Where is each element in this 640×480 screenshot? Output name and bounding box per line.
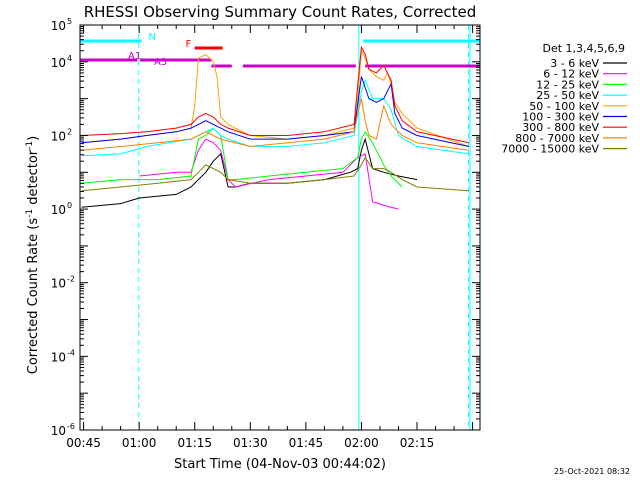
y-tick-exponent: 0 bbox=[67, 201, 72, 210]
date-stamp: 25-Oct-2021 08:32 bbox=[554, 467, 630, 476]
series-line-5 bbox=[81, 76, 470, 147]
legend-label-2: 12 - 25 keV bbox=[536, 78, 599, 91]
x-tick-label: 00:45 bbox=[66, 436, 101, 450]
y-tick-label: 10 bbox=[51, 350, 66, 364]
series-line-6 bbox=[81, 45, 470, 144]
state-label-a3: A3 bbox=[154, 57, 167, 68]
series-line-0 bbox=[81, 137, 418, 208]
y-tick-exponent: -6 bbox=[67, 422, 75, 431]
y-tick-label: 10 bbox=[51, 19, 66, 33]
x-tick-label: 01:00 bbox=[122, 436, 157, 450]
legend-label-1: 6 - 12 keV bbox=[543, 68, 599, 81]
legend-label-4: 50 - 100 keV bbox=[529, 100, 599, 113]
y-tick-exponent: 4 bbox=[67, 54, 72, 63]
y-tick-exponent: 5 bbox=[67, 17, 72, 26]
y-tick-label: 10 bbox=[51, 203, 66, 217]
plot-area: N F A1 A3 bbox=[79, 25, 480, 430]
state-label-n: N bbox=[148, 32, 155, 43]
y-tick-label: 10 bbox=[51, 129, 66, 143]
series-line-1 bbox=[139, 138, 399, 210]
y-tick-label: 10 bbox=[51, 56, 66, 70]
legend-label-7: 800 - 7000 keV bbox=[515, 132, 599, 145]
series-line-8 bbox=[81, 156, 469, 192]
legend-label-0: 3 - 6 keV bbox=[550, 57, 599, 70]
y-tick-exponent: 2 bbox=[67, 127, 72, 136]
legend-title: Det 1,3,4,5,6,9 bbox=[542, 42, 625, 55]
y-tick-label: 10 bbox=[51, 277, 66, 291]
x-tick-label: 01:45 bbox=[289, 436, 324, 450]
y-tick-exponent: -4 bbox=[67, 348, 75, 357]
x-tick-label: 01:30 bbox=[233, 436, 268, 450]
x-tick-label: 02:15 bbox=[400, 436, 435, 450]
y-axis-label: Corrected Count Rate (s-1 detector-1) bbox=[25, 136, 41, 374]
legend-label-6: 300 - 800 keV bbox=[522, 121, 599, 134]
state-label-f: F bbox=[185, 39, 191, 50]
plot-frame bbox=[79, 24, 481, 431]
legend-label-8: 7000 - 15000 keV bbox=[501, 143, 599, 156]
y-tick-exponent: -2 bbox=[67, 275, 75, 284]
x-tick-label: 02:00 bbox=[344, 436, 379, 450]
x-tick-label: 01:15 bbox=[177, 436, 212, 450]
y-tick-label: 10 bbox=[51, 424, 66, 438]
x-axis-label: Start Time (04-Nov-03 00:44:02) bbox=[174, 457, 386, 472]
legend-label-5: 100 - 300 keV bbox=[522, 111, 599, 124]
state-label-a1: A1 bbox=[128, 51, 141, 62]
series-line-7 bbox=[81, 98, 469, 151]
series-line-3 bbox=[81, 78, 469, 157]
legend-label-3: 25 - 50 keV bbox=[536, 89, 599, 102]
chart-title: RHESSI Observing Summary Count Rates, Co… bbox=[84, 3, 477, 21]
series-line-2 bbox=[81, 127, 403, 188]
